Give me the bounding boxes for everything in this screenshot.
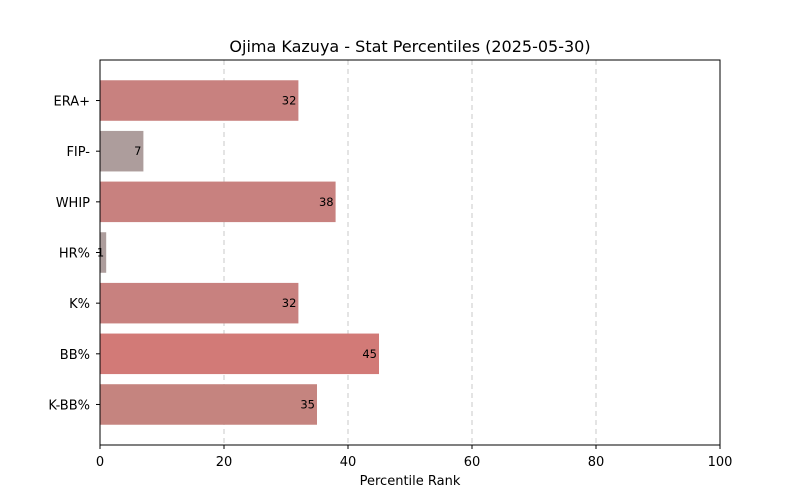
y-tick-label: BB% [60, 348, 90, 363]
bar-value-label: 32 [282, 296, 297, 310]
bar-value-label: 32 [282, 94, 297, 108]
y-tick-label: K-BB% [48, 398, 90, 413]
x-tick-label: 100 [708, 455, 733, 470]
y-tick-label: ERA+ [53, 95, 90, 110]
bar-value-label: 45 [362, 347, 377, 361]
bar [100, 282, 299, 324]
y-tick-label: HR% [59, 247, 90, 262]
x-tick-label: 60 [464, 455, 481, 470]
y-tick-label: K% [69, 297, 90, 312]
y-tick-label: WHIP [56, 196, 90, 211]
x-axis-label: Percentile Rank [360, 474, 461, 489]
bar [100, 130, 144, 172]
x-tick-label: 40 [340, 455, 357, 470]
bar-value-label: 35 [300, 397, 315, 411]
bar [100, 232, 107, 273]
bar [100, 384, 317, 425]
x-tick-label: 0 [96, 455, 104, 470]
bar [100, 80, 299, 121]
bar-value-label: 1 [97, 246, 104, 260]
grid-lines [223, 60, 597, 445]
bar [100, 181, 336, 223]
bar [100, 333, 379, 375]
x-tick-label: 80 [588, 455, 605, 470]
bar-value-label: 7 [134, 144, 141, 158]
axes: 0 20 40 60 80 100 ERA+ FIP- WHIP HR% K% BB% K-BB% [48, 95, 732, 470]
bar-value-label: 38 [319, 195, 334, 209]
x-tick-label: 20 [216, 455, 233, 470]
bars: 32 7 38 1 32 45 35 [97, 80, 379, 425]
y-tick-label: FIP- [66, 145, 90, 160]
chart-title: Ojima Kazuya - Stat Percentiles (2025-05… [229, 37, 590, 56]
